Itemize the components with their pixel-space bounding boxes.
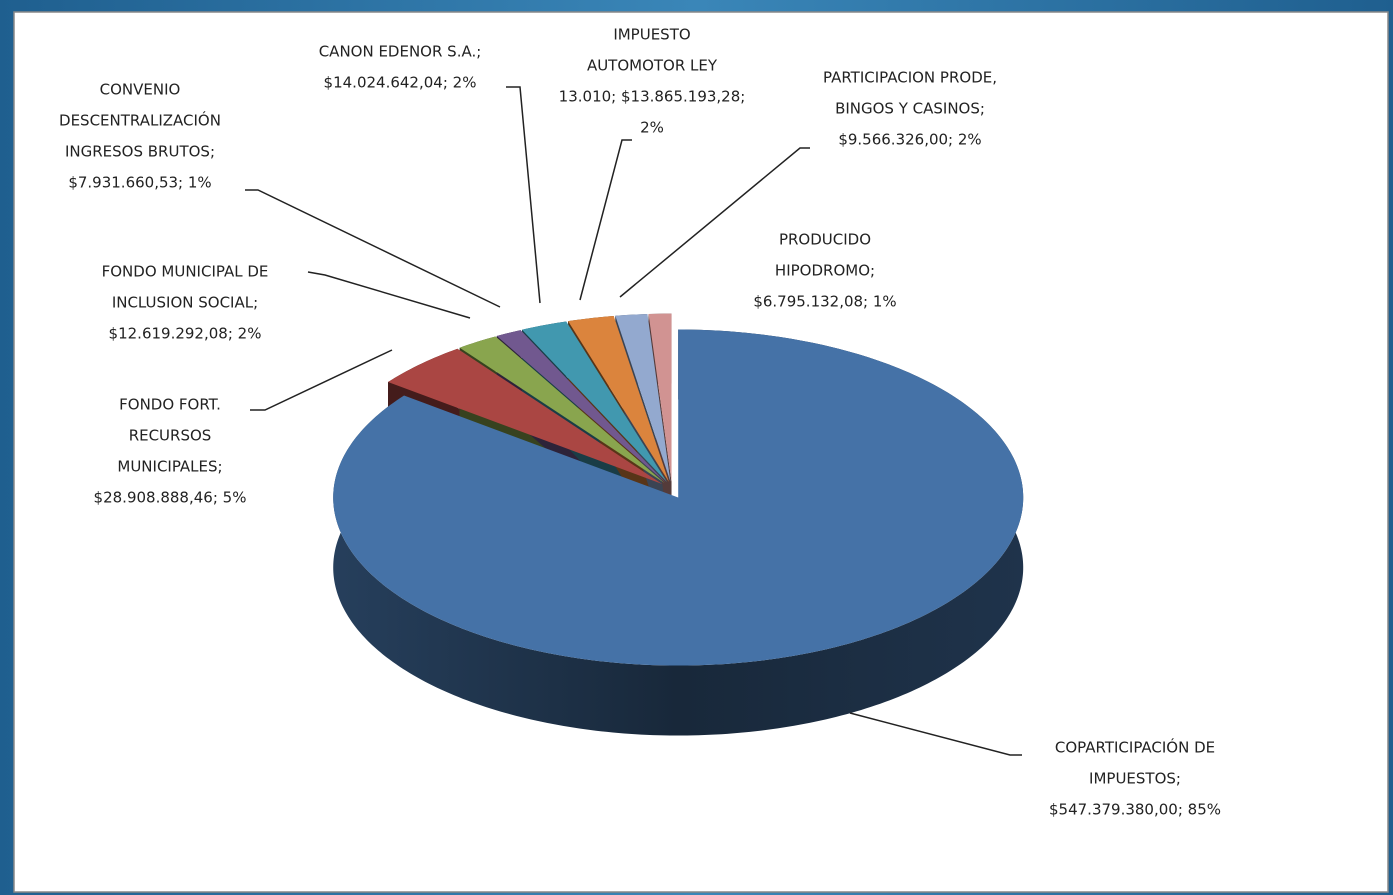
data-label: COPARTICIPACIÓN DE — [1055, 738, 1215, 757]
leader-line — [849, 712, 1022, 756]
data-label: $14.024.642,04; 2% — [324, 74, 477, 92]
data-label: PRODUCIDO — [779, 231, 871, 249]
data-label: $9.566.326,00; 2% — [838, 131, 981, 149]
data-label: INCLUSION SOCIAL; — [112, 294, 258, 312]
data-label: AUTOMOTOR LEY — [587, 57, 718, 75]
leader-line — [579, 139, 632, 301]
data-label: $12.619.292,08; 2% — [109, 325, 262, 343]
data-label: FONDO FORT. — [119, 396, 221, 414]
leader-line — [245, 189, 501, 308]
pie-slice — [522, 321, 668, 483]
pie-slice — [615, 314, 671, 482]
leader-line — [250, 349, 393, 411]
data-label: PARTICIPACION PRODE, — [823, 69, 997, 87]
data-label: $28.908.888,46; 5% — [94, 489, 247, 507]
data-label: $6.795.132,08; 1% — [753, 293, 896, 311]
data-label: DESCENTRALIZACIÓN — [59, 111, 221, 130]
data-label: 2% — [640, 119, 664, 137]
data-label: IMPUESTOS; — [1089, 770, 1181, 788]
data-label: $547.379.380,00; 85% — [1049, 801, 1221, 819]
pie-tops — [333, 313, 1024, 666]
pie-slice — [496, 330, 666, 483]
leader-line — [619, 147, 810, 298]
pie-slice — [648, 313, 672, 482]
data-label: 13.010; $13.865.193,28; — [559, 88, 746, 106]
data-label: CANON EDENOR S.A.; — [319, 43, 482, 61]
data-label: MUNICIPALES; — [117, 458, 222, 476]
leader-line — [307, 271, 471, 319]
data-label: HIPODROMO; — [775, 262, 875, 280]
data-label: FONDO MUNICIPAL DE — [102, 263, 269, 281]
data-label: CONVENIO — [100, 81, 181, 99]
data-label: INGRESOS BRUTOS; — [65, 143, 215, 161]
pie-slice — [568, 315, 669, 482]
plot: COPARTICIPACIÓN DE IMPUESTOS; $547.379.380… — [59, 26, 1221, 819]
data-label: IMPUESTO — [613, 26, 690, 44]
data-label: RECURSOS — [129, 427, 212, 445]
pie-slice — [459, 336, 665, 483]
leader-line — [506, 86, 541, 304]
labels: COPARTICIPACIÓN DE IMPUESTOS; $547.379.380… — [59, 26, 1221, 819]
data-label: BINGOS Y CASINOS; — [835, 100, 985, 118]
pie-slice — [333, 329, 1024, 666]
pie-slice — [388, 348, 663, 485]
data-label: $7.931.660,53; 1% — [68, 174, 211, 192]
